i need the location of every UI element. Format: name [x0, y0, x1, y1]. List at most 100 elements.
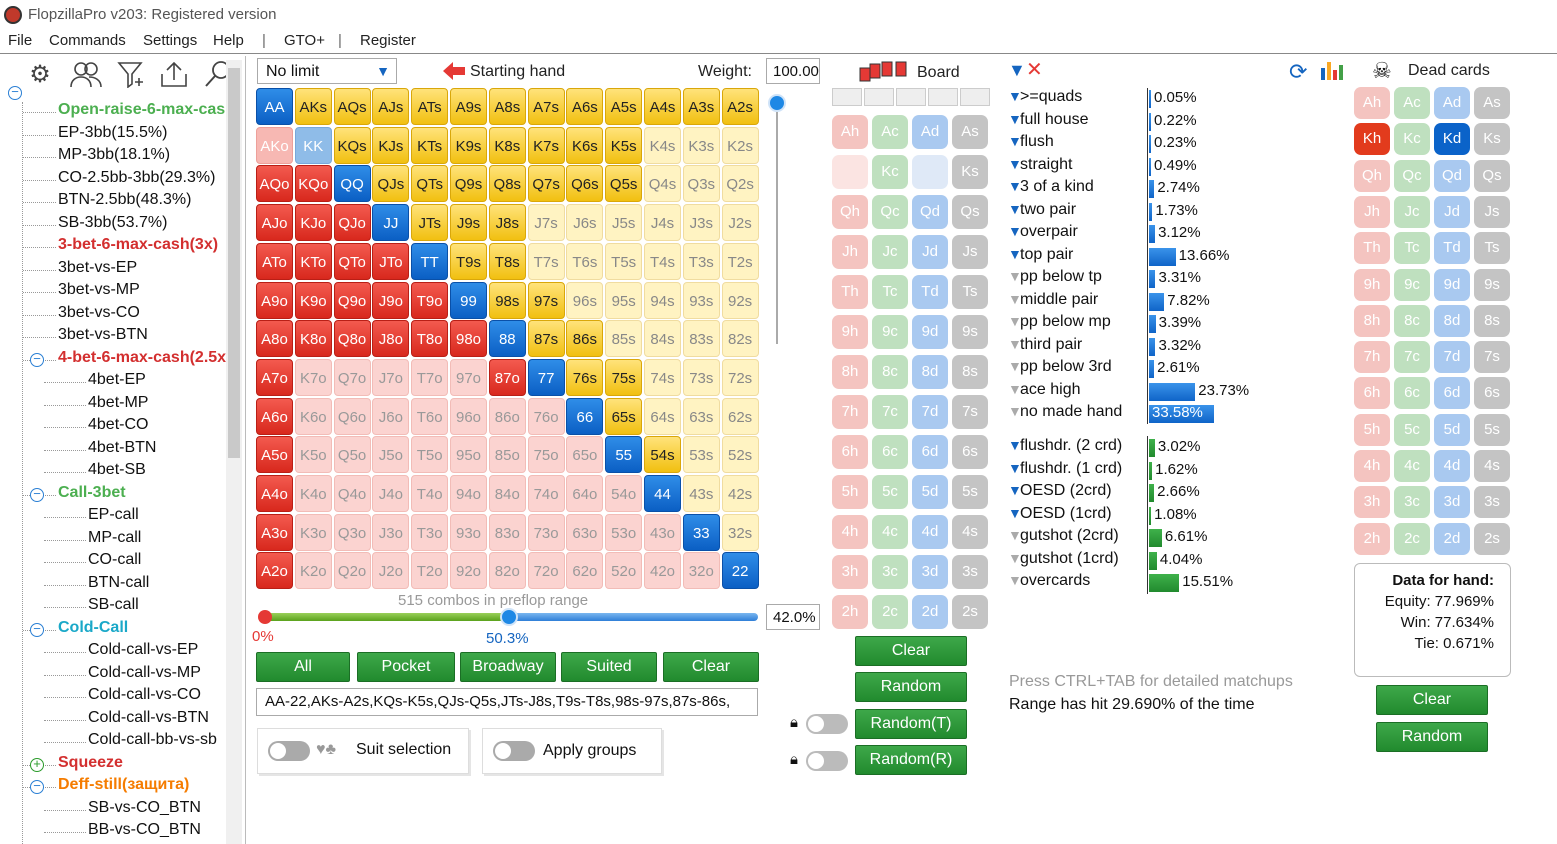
dead-card[interactable]: 3s — [1474, 486, 1510, 519]
filter-icon[interactable]: ▼ — [1008, 178, 1022, 194]
board-slot[interactable] — [896, 88, 926, 106]
stat-row[interactable]: ▼top pair — [1008, 246, 1073, 264]
filter-icon[interactable]: ▼ — [1008, 380, 1022, 397]
tree-item[interactable]: EP-3bb(15.5%) — [58, 124, 167, 142]
dead-card[interactable]: 6d — [1434, 377, 1470, 410]
stat-row[interactable]: ▼pp below mp — [1008, 313, 1111, 331]
board-card[interactable]: 5h — [832, 475, 868, 509]
board-slot[interactable] — [928, 88, 958, 106]
hand-cell[interactable]: A3s — [682, 88, 720, 125]
menu-register[interactable]: Register — [360, 32, 416, 49]
hand-cell[interactable]: Q6s — [566, 165, 604, 203]
hand-cell[interactable]: K4s — [644, 126, 681, 164]
hand-cell[interactable]: KK — [294, 126, 332, 164]
board-card[interactable]: Ts — [952, 275, 988, 309]
hand-cell[interactable]: T5s — [605, 242, 643, 280]
dead-card[interactable]: 5s — [1474, 413, 1510, 446]
hand-cell[interactable]: Q9s — [450, 165, 487, 203]
dead-card[interactable]: 9d — [1434, 268, 1470, 301]
stat-row[interactable]: ▼>=quads — [1008, 88, 1082, 106]
tree-item[interactable]: Squeeze — [58, 754, 123, 772]
hand-cell[interactable]: 53o — [605, 513, 643, 551]
board-card[interactable]: 4d — [912, 515, 948, 549]
hand-cell[interactable]: Q7s — [527, 165, 565, 203]
menu-settings[interactable]: Settings — [143, 32, 198, 49]
dead-card[interactable]: 8s — [1474, 304, 1510, 337]
hand-cell[interactable]: K3o — [294, 513, 332, 551]
suited-button[interactable]: Suited — [561, 652, 657, 682]
board-card[interactable]: 3h — [832, 555, 868, 589]
dead-card[interactable]: 3d — [1434, 486, 1470, 519]
hand-cell[interactable]: 88 — [488, 320, 526, 358]
tree-item[interactable]: 4bet-BTN — [88, 439, 156, 457]
random-r-button[interactable]: Random(R) — [855, 745, 967, 775]
tree-item[interactable]: CO-call — [88, 551, 141, 569]
hand-cell[interactable]: ATo — [256, 242, 293, 280]
hand-cell[interactable]: 86s — [566, 320, 604, 358]
board-card[interactable]: 8h — [832, 355, 868, 389]
clear-filter-icon[interactable]: ✕ — [1026, 59, 1043, 81]
random-t-button[interactable]: Random(T) — [855, 709, 967, 739]
stat-row[interactable]: ▼gutshot (2crd) — [1008, 527, 1119, 545]
hand-cell[interactable]: K9s — [450, 126, 487, 164]
hand-cell[interactable]: A5s — [605, 88, 643, 125]
hand-cell[interactable]: 53s — [682, 436, 720, 474]
hand-cell[interactable]: 76s — [566, 358, 604, 396]
board-card[interactable]: 9c — [872, 315, 908, 349]
tree-item[interactable]: BTN-2.5bb(48.3%) — [58, 191, 191, 209]
hand-cell[interactable]: KJs — [372, 126, 410, 164]
collapse-icon[interactable]: − — [30, 352, 44, 367]
hand-cell[interactable]: 64s — [644, 397, 681, 435]
board-card[interactable]: 4s — [952, 515, 988, 549]
dead-random-button[interactable]: Random — [1376, 722, 1488, 752]
all-button[interactable]: All — [256, 652, 350, 682]
hand-cell[interactable]: J9s — [450, 204, 487, 242]
hand-cell[interactable]: 92s — [721, 281, 759, 319]
board-card[interactable]: Jh — [832, 235, 868, 269]
stat-row[interactable]: ▼flushdr. (1 crd) — [1008, 460, 1122, 478]
stat-row[interactable]: ▼third pair — [1008, 336, 1082, 354]
dead-card[interactable]: Kc — [1394, 123, 1430, 156]
hand-cell[interactable]: 32o — [682, 552, 720, 590]
pocket-button[interactable]: Pocket — [357, 652, 455, 682]
stat-row[interactable]: ▼flush — [1008, 133, 1054, 151]
tree-item[interactable]: Call-3bet — [58, 484, 126, 502]
board-card[interactable]: Jc — [872, 235, 908, 269]
stat-row[interactable]: ▼pp below 3rd — [1008, 358, 1112, 376]
filter-icon[interactable]: ▼ — [1008, 133, 1022, 149]
tree-item[interactable]: CO-2.5bb-3bb(29.3%) — [58, 169, 215, 187]
board-card[interactable]: 6d — [912, 435, 948, 469]
hand-cell[interactable]: 66 — [566, 397, 604, 435]
tree-item[interactable]: BB-vs-CO_BTN — [88, 821, 201, 839]
dead-card[interactable]: 8c — [1394, 304, 1430, 337]
hand-cell[interactable]: Q2s — [721, 165, 759, 203]
hand-cell[interactable]: 22 — [721, 552, 759, 590]
dead-card[interactable]: Ah — [1354, 87, 1390, 119]
tree-item[interactable]: 3bet-vs-MP — [58, 281, 140, 299]
board-card[interactable]: Qc — [872, 195, 908, 229]
board-card[interactable]: 8s — [952, 355, 988, 389]
hand-cell[interactable]: 64o — [566, 475, 604, 512]
tree-item[interactable]: Cold-Call — [58, 619, 128, 637]
tree-item[interactable]: 4-bet-6-max-cash(2.5x) — [58, 349, 231, 367]
collapse-icon[interactable]: − — [30, 779, 44, 794]
dead-card[interactable]: 6s — [1474, 377, 1510, 410]
hand-cell[interactable]: KQo — [294, 165, 332, 203]
dead-card[interactable]: 7h — [1354, 341, 1390, 374]
filter-icon[interactable]: ▼ — [1008, 313, 1022, 329]
board-card[interactable]: Tc — [872, 275, 908, 309]
board-card[interactable]: Ac — [872, 115, 908, 149]
tree-item[interactable]: Cold-call-vs-MP — [88, 664, 201, 682]
filter-icon[interactable]: ▼ — [1008, 437, 1022, 453]
stat-row[interactable]: ▼ace high — [1008, 381, 1081, 399]
stat-row[interactable]: ▼pp below tp — [1008, 268, 1102, 286]
dead-card[interactable]: As — [1474, 87, 1510, 119]
hand-cell[interactable]: Q9o — [333, 281, 371, 319]
hand-cell[interactable]: AA — [256, 88, 293, 125]
hand-cell[interactable]: J6o — [372, 397, 410, 435]
filter-icon[interactable]: ▼ — [1008, 155, 1022, 172]
hand-cell[interactable]: 97s — [527, 281, 565, 319]
tree-item[interactable]: SB-vs-CO_BTN — [88, 799, 201, 817]
board-card[interactable]: 5s — [952, 475, 988, 509]
filter-icon[interactable]: ▼ — [1008, 572, 1022, 588]
